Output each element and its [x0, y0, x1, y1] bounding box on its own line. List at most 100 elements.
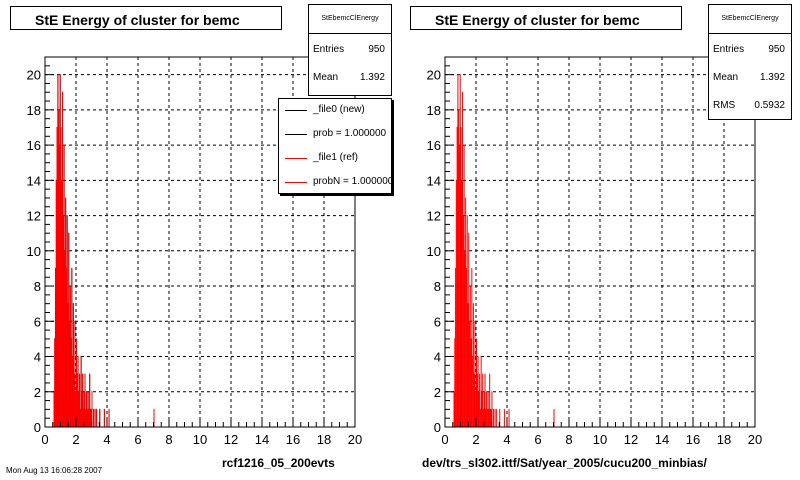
histogram-bar [84, 374, 86, 427]
histogram-bar [485, 409, 487, 427]
y-tick-label: 14 [27, 173, 41, 188]
histogram-bar [54, 338, 56, 427]
histogram-bar [83, 391, 85, 427]
histogram-bar [80, 356, 82, 427]
histogram-bar [471, 268, 473, 427]
histogram-bar [455, 268, 457, 427]
histogram-bar [477, 356, 479, 427]
histogram-bar [86, 391, 88, 427]
x-tick-label: 12 [224, 432, 238, 447]
histogram-bar [463, 145, 465, 427]
histogram-bar [470, 338, 472, 427]
histogram-bar [82, 409, 84, 427]
x-tick-label: 2 [472, 432, 479, 447]
x-tick-label: 14 [655, 432, 669, 447]
legend-entry-prob: prob = 1.000000 [279, 123, 391, 147]
histogram-bar [508, 409, 510, 427]
x-tick-label: 14 [255, 432, 269, 447]
y-tick-label: 0 [434, 420, 441, 435]
histogram-bar [491, 391, 493, 427]
histogram-bar [59, 74, 61, 427]
x-tick-label: 18 [317, 432, 331, 447]
y-tick-label: 2 [434, 385, 441, 400]
stats-box: StEbemcClEnergy Entries 950 Mean 1.392 R… [708, 4, 792, 120]
x-tick-label: 6 [134, 432, 141, 447]
histogram-bar [72, 356, 74, 427]
stats-row-rms: RMS 0.5932 [713, 100, 785, 111]
histogram-bar [466, 215, 468, 427]
legend-entry-probn: probN = 1.000000 [279, 171, 391, 193]
histogram-bar [489, 374, 491, 427]
histogram-bar [472, 303, 474, 427]
y-tick-label: 2 [34, 385, 41, 400]
histogram-bar [460, 127, 462, 427]
histogram-bar [465, 268, 467, 427]
histogram-bar [77, 356, 79, 427]
histogram-bar [53, 391, 55, 427]
histogram-bar [99, 409, 101, 427]
y-tick-label: 8 [34, 279, 41, 294]
y-tick-label: 4 [34, 350, 41, 365]
y-tick-label: 8 [434, 279, 441, 294]
x-tick-label: 4 [103, 432, 110, 447]
histogram-bar [76, 374, 78, 427]
histogram-bar [79, 374, 81, 427]
histogram-bar [486, 391, 488, 427]
histogram-bar [472, 356, 474, 427]
histogram-bar [74, 321, 76, 427]
x-tick-label: 0 [441, 432, 448, 447]
histogram-bar [93, 409, 95, 427]
x-tick-label: 16 [286, 432, 300, 447]
histogram-bar [482, 409, 484, 427]
histogram-bar [461, 180, 463, 427]
histogram-bar [487, 391, 489, 427]
histogram-bar [82, 374, 84, 427]
histogram-bar [469, 321, 471, 427]
histogram-bar [488, 409, 490, 427]
stats-row-entries: Entries 950 [713, 44, 785, 55]
stats-name: StEbemcClEnergy [721, 15, 779, 22]
histogram-bar [490, 409, 492, 427]
histogram-bar [88, 409, 90, 427]
histogram-bar [494, 409, 496, 427]
histogram-bar [58, 109, 60, 427]
histogram-bar [85, 409, 87, 427]
histogram-bar [462, 215, 464, 427]
histogram-bar [89, 409, 91, 427]
panel-title: StE Energy of cluster for bemc [410, 6, 682, 30]
histogram-bar [462, 92, 464, 427]
histogram-bar [481, 391, 483, 427]
histogram-bar [96, 409, 98, 427]
histogram-bar [60, 127, 62, 427]
histogram-bar [73, 374, 75, 427]
y-tick-label: 18 [27, 103, 41, 118]
histogram-bar [484, 374, 486, 427]
histogram-bar [480, 356, 482, 427]
histogram-bar [62, 92, 64, 427]
histogram-bar [81, 391, 83, 427]
histogram-bar [453, 391, 455, 427]
histogram-bar [75, 391, 77, 427]
x-tick-label: 18 [717, 432, 731, 447]
histogram-bar [553, 409, 555, 427]
histogram-bar [66, 215, 68, 427]
y-tick-label: 6 [434, 314, 441, 329]
legend-entry-file1: _file1 (ref) [279, 147, 391, 171]
histogram-bar [89, 374, 91, 427]
y-tick-label: 12 [27, 209, 41, 224]
histogram-bar [78, 391, 80, 427]
y-tick-label: 20 [427, 68, 441, 83]
histogram-bar [65, 268, 67, 427]
histogram-bar [475, 391, 477, 427]
histogram-bar [90, 409, 92, 427]
histogram-bar [468, 233, 470, 427]
histogram-bar [478, 391, 480, 427]
histogram-bar [459, 74, 461, 427]
histogram-bar [457, 74, 459, 427]
histogram-bar [87, 391, 89, 427]
histogram-bar [55, 180, 57, 427]
histogram-bar [86, 409, 88, 427]
histogram-bar [69, 286, 71, 427]
y-tick-label: 0 [34, 420, 41, 435]
